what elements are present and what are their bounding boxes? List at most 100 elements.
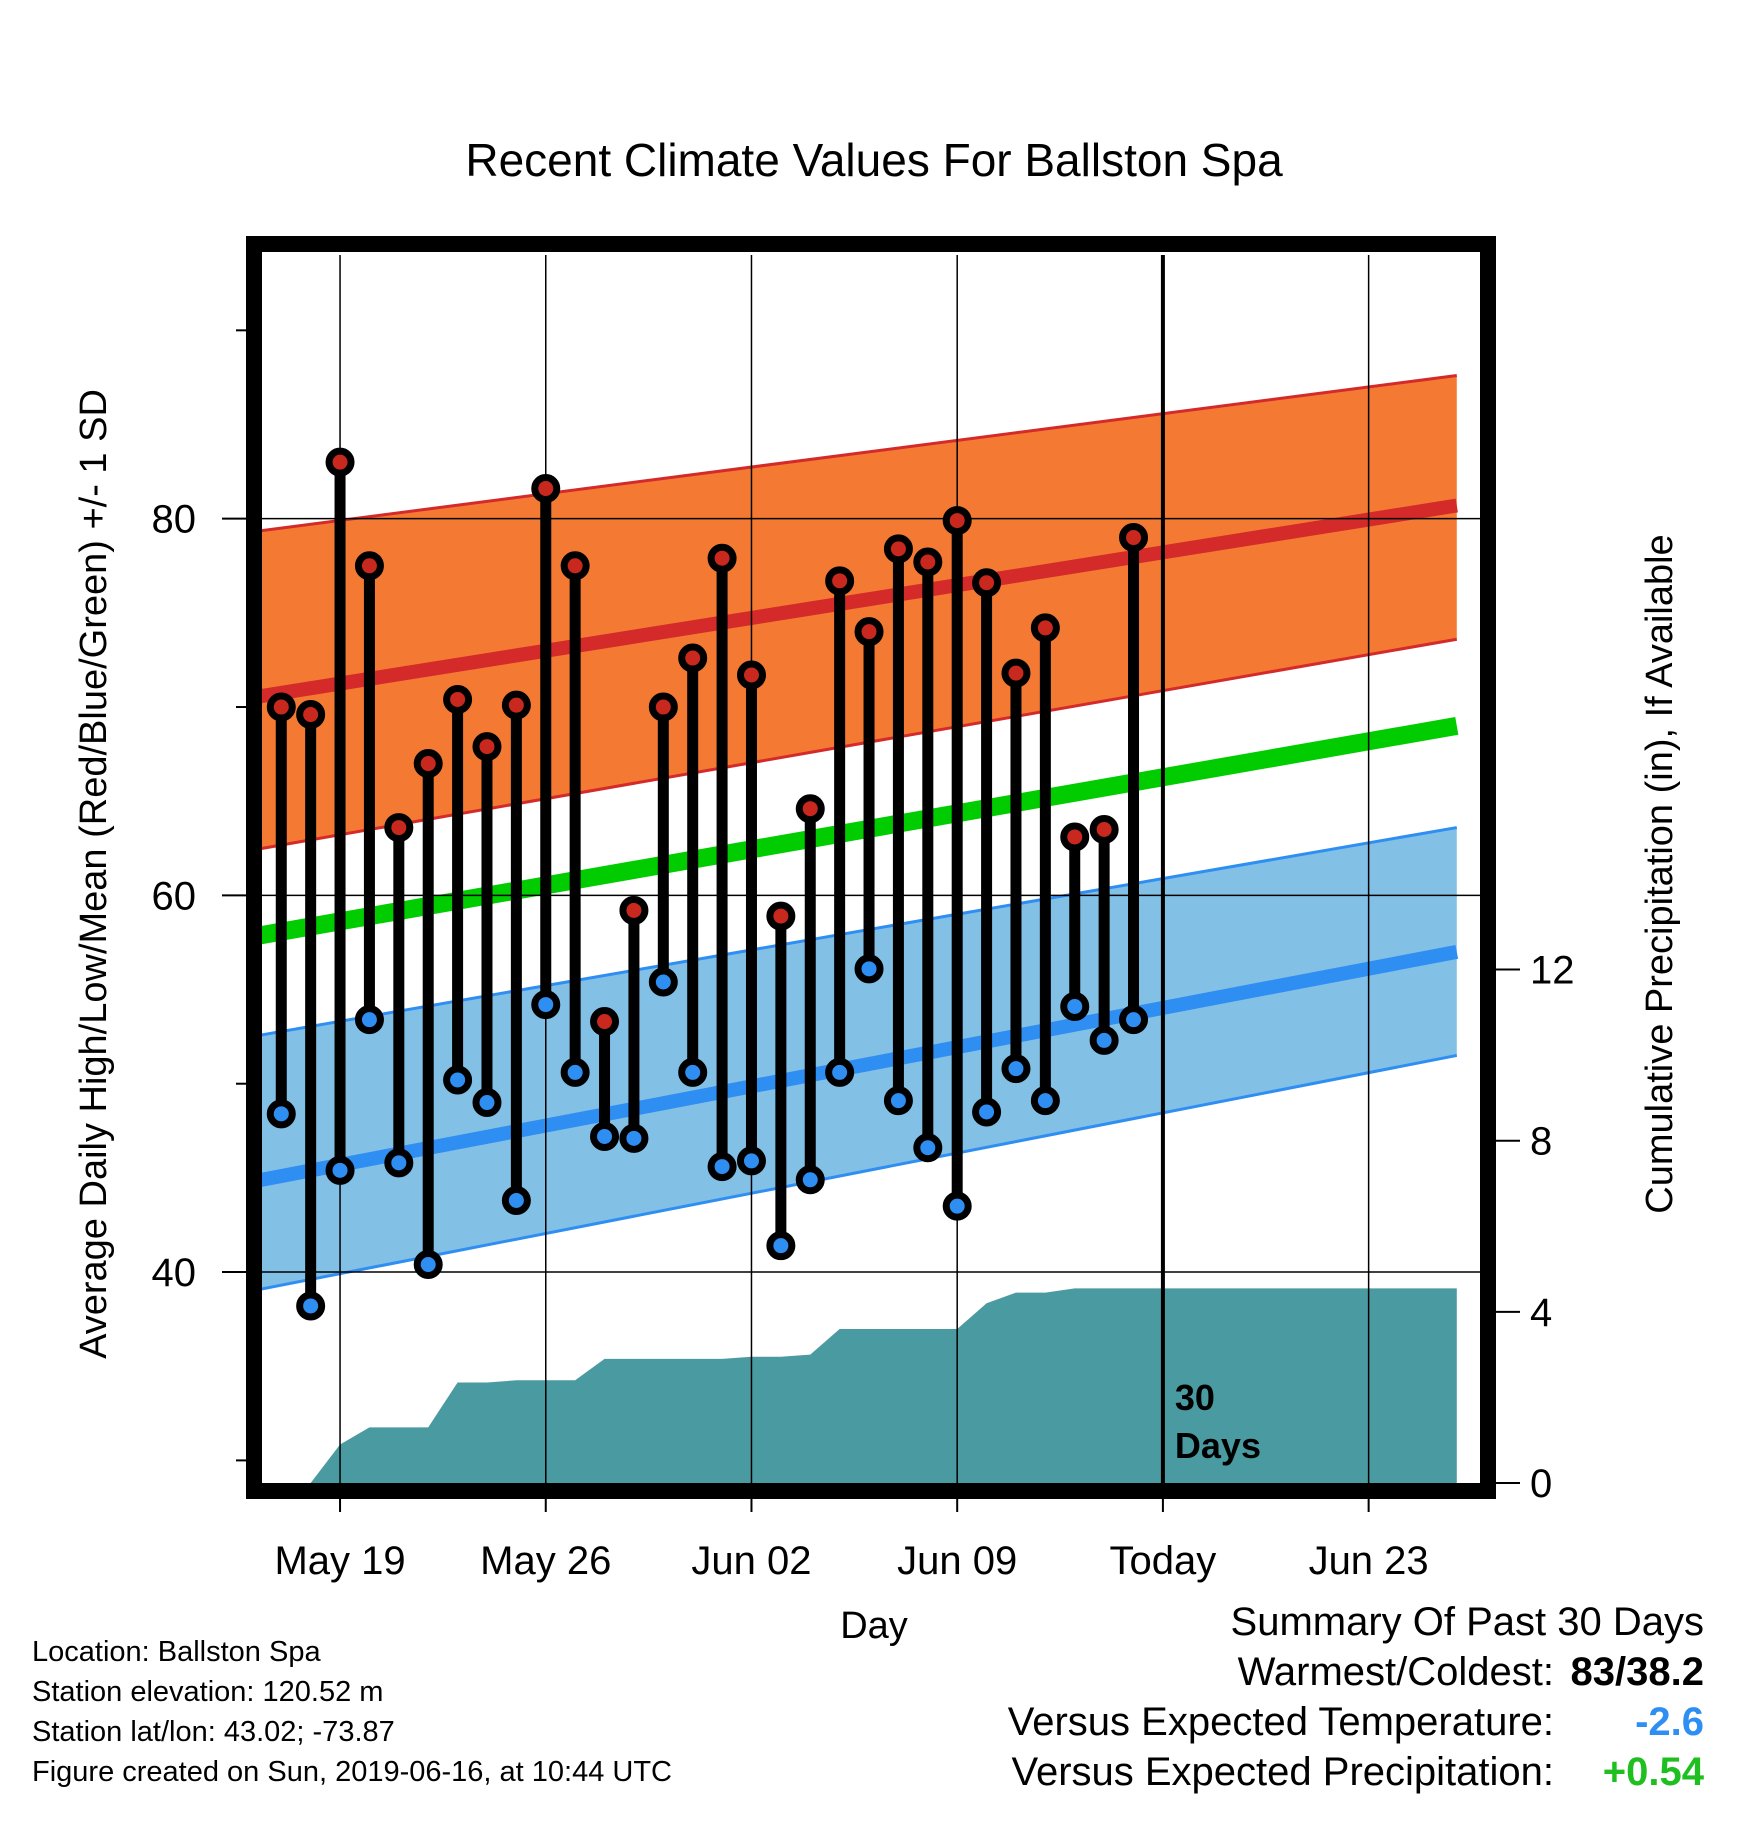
- observed-low-point: [531, 990, 561, 1020]
- observed-low-point: [1089, 1025, 1119, 1055]
- created-text: Figure created on Sun, 2019-06-16, at 10…: [32, 1756, 672, 1788]
- y2-tick-label: 12: [1530, 949, 1575, 993]
- x-tick-label: Jun 09: [897, 1539, 1017, 1583]
- observed-low-point: [1030, 1086, 1060, 1116]
- observed-high-point: [707, 543, 737, 573]
- observed-low-point: [883, 1086, 913, 1116]
- observed-high-point: [472, 732, 502, 762]
- observed-high-point: [942, 506, 972, 536]
- observed-high-point: [560, 551, 590, 581]
- plot-area: 30 Days: [246, 255, 1495, 1483]
- observed-low-point: [913, 1133, 943, 1163]
- observed-high-point: [795, 794, 825, 824]
- observed-low-point: [825, 1057, 855, 1087]
- low-mean-line: [250, 944, 1459, 1189]
- observed-high-point: [678, 643, 708, 673]
- elevation-text: Station elevation: 120.52 m: [32, 1676, 384, 1708]
- observed-high-point: [296, 700, 326, 730]
- observed-high-point: [266, 692, 296, 722]
- observed-high-point: [619, 895, 649, 925]
- low-sd-band-lower-edge: [251, 1053, 1458, 1293]
- observed-high-point: [913, 547, 943, 577]
- observed-low-point: [472, 1088, 502, 1118]
- x-axis-title: Day: [840, 1605, 908, 1647]
- today-label-count: 30: [1175, 1377, 1215, 1418]
- observed-low-point: [354, 1005, 384, 1035]
- observed-low-point: [590, 1121, 620, 1151]
- observed-high-point: [972, 568, 1002, 598]
- latlon-text: Station lat/lon: 43.02; -73.87: [32, 1716, 395, 1748]
- plot-frame: [246, 236, 1496, 1499]
- observed-low-point: [325, 1155, 355, 1185]
- observed-low-point: [1060, 991, 1090, 1021]
- observed-high-point: [1119, 523, 1149, 553]
- observed-low-point: [1119, 1005, 1149, 1035]
- station-info: Location: Ballston Spa Station elevation…: [32, 1632, 672, 1792]
- high-sd-band-upper-edge: [251, 374, 1457, 534]
- observed-high-point: [501, 690, 531, 720]
- summary-precip: Versus Expected Precipitation: +0.54: [1008, 1750, 1704, 1800]
- summary-heading: Summary Of Past 30 Days: [1008, 1600, 1704, 1650]
- observed-high-point: [1030, 613, 1060, 643]
- observed-low-point: [266, 1099, 296, 1129]
- observed-high-point: [531, 474, 561, 504]
- observed-high-point: [648, 692, 678, 722]
- precip-label: Versus Expected Precipitation:: [1011, 1750, 1554, 1794]
- chart-title: Recent Climate Values For Ballston Spa: [465, 134, 1283, 186]
- warmest-coldest-label: Warmest/Coldest:: [1237, 1650, 1554, 1694]
- y2-tick-label: 4: [1530, 1291, 1552, 1335]
- observed-low-point: [1001, 1054, 1031, 1084]
- observed-low-point: [942, 1191, 972, 1221]
- summary-warmest-coldest: Warmest/Coldest: 83/38.2: [1008, 1650, 1704, 1700]
- location-text: Location: Ballston Spa: [32, 1636, 321, 1668]
- observed-low-point: [413, 1250, 443, 1280]
- axes: 40 60 80 0 4 8 12 May 19 May 26 Jun 02 Jun 09 Today…: [152, 236, 1575, 1583]
- observed-low-point: [766, 1231, 796, 1261]
- high-mean-line: [250, 498, 1458, 705]
- y-tick-label: 80: [152, 498, 197, 542]
- x-tick-label: May 26: [480, 1539, 611, 1583]
- observed-low-point: [560, 1057, 590, 1087]
- observed-high-point: [1060, 822, 1090, 852]
- observed-low-point: [384, 1148, 414, 1178]
- y2-tick-label: 8: [1530, 1120, 1552, 1164]
- x-tick-label: Jun 02: [691, 1539, 811, 1583]
- observed-low-point: [501, 1185, 531, 1215]
- temp-label: Versus Expected Temperature:: [1007, 1700, 1554, 1744]
- observed-high-point: [883, 534, 913, 564]
- observed-high-point: [736, 660, 766, 690]
- observed-low-point: [972, 1097, 1002, 1127]
- observed-high-point: [384, 813, 414, 843]
- y-axis-title-right: Cumulative Precipitation (in), If Availa…: [1639, 534, 1681, 1213]
- observed-low-point: [854, 954, 884, 984]
- observed-high-point: [825, 566, 855, 596]
- precip-value: +0.54: [1602, 1750, 1704, 1794]
- observed-high-point: [1089, 814, 1119, 844]
- observed-low-point: [619, 1123, 649, 1153]
- today-label-unit: Days: [1175, 1425, 1261, 1466]
- observed-high-point: [443, 684, 473, 714]
- observed-high-point: [854, 617, 884, 647]
- warmest-coldest-value: 83/38.2: [1570, 1650, 1704, 1694]
- precip-area: [310, 1288, 1457, 1483]
- summary-panel: Summary Of Past 30 Days Warmest/Coldest:…: [1008, 1600, 1704, 1800]
- observed-low-point: [707, 1152, 737, 1182]
- observed-high-point: [325, 447, 355, 477]
- y-axis-title-left: Average Daily High/Low/Mean (Red/Blue/Gr…: [73, 389, 115, 1359]
- observed-low-point: [648, 967, 678, 997]
- observed-high-point: [766, 901, 796, 931]
- observed-low-point: [443, 1065, 473, 1095]
- y-tick-label: 40: [152, 1251, 197, 1295]
- observed-low-point: [795, 1165, 825, 1195]
- low-sd-band: [251, 827, 1457, 1291]
- x-tick-label: May 19: [274, 1539, 405, 1583]
- observed-high-point: [354, 551, 384, 581]
- observed-high-point: [413, 749, 443, 779]
- y-tick-label: 60: [152, 874, 197, 918]
- temp-value: -2.6: [1635, 1700, 1704, 1744]
- observed-low-point: [736, 1146, 766, 1176]
- summary-temp: Versus Expected Temperature: -2.6: [1008, 1700, 1704, 1750]
- summary-heading-text: Summary Of Past 30 Days: [1230, 1600, 1704, 1644]
- observed-low-point: [296, 1291, 326, 1321]
- x-tick-label: Today: [1110, 1539, 1217, 1583]
